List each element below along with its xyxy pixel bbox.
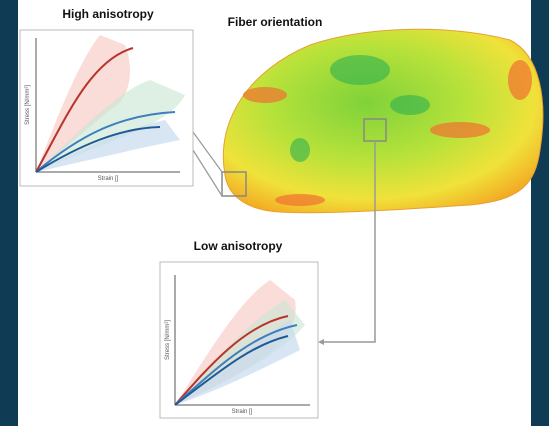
x-label: Strain [] (98, 176, 119, 182)
panel-title: Low anisotropy (194, 239, 283, 253)
connector (320, 141, 376, 343)
panel-title: High anisotropy (62, 7, 154, 21)
x-label: Strain [] (232, 409, 253, 415)
band (175, 300, 305, 405)
fiber-surface (222, 28, 544, 214)
y-label: Stress [N/mm²] (165, 320, 171, 360)
curve (174, 315, 289, 406)
band (175, 320, 300, 405)
curve (35, 47, 134, 173)
main-title: Fiber orientation (228, 15, 323, 29)
curve (35, 126, 161, 173)
connector (192, 131, 223, 173)
y-label: Stress [N/mm²] (25, 85, 31, 125)
arrowhead (318, 339, 324, 345)
curve (174, 335, 289, 406)
band (36, 120, 180, 172)
hot-spots (243, 60, 532, 206)
connector (192, 149, 223, 197)
green-spots (290, 55, 430, 162)
curve (35, 111, 176, 173)
curve (174, 324, 298, 406)
region-box (221, 171, 247, 197)
band (36, 35, 130, 172)
